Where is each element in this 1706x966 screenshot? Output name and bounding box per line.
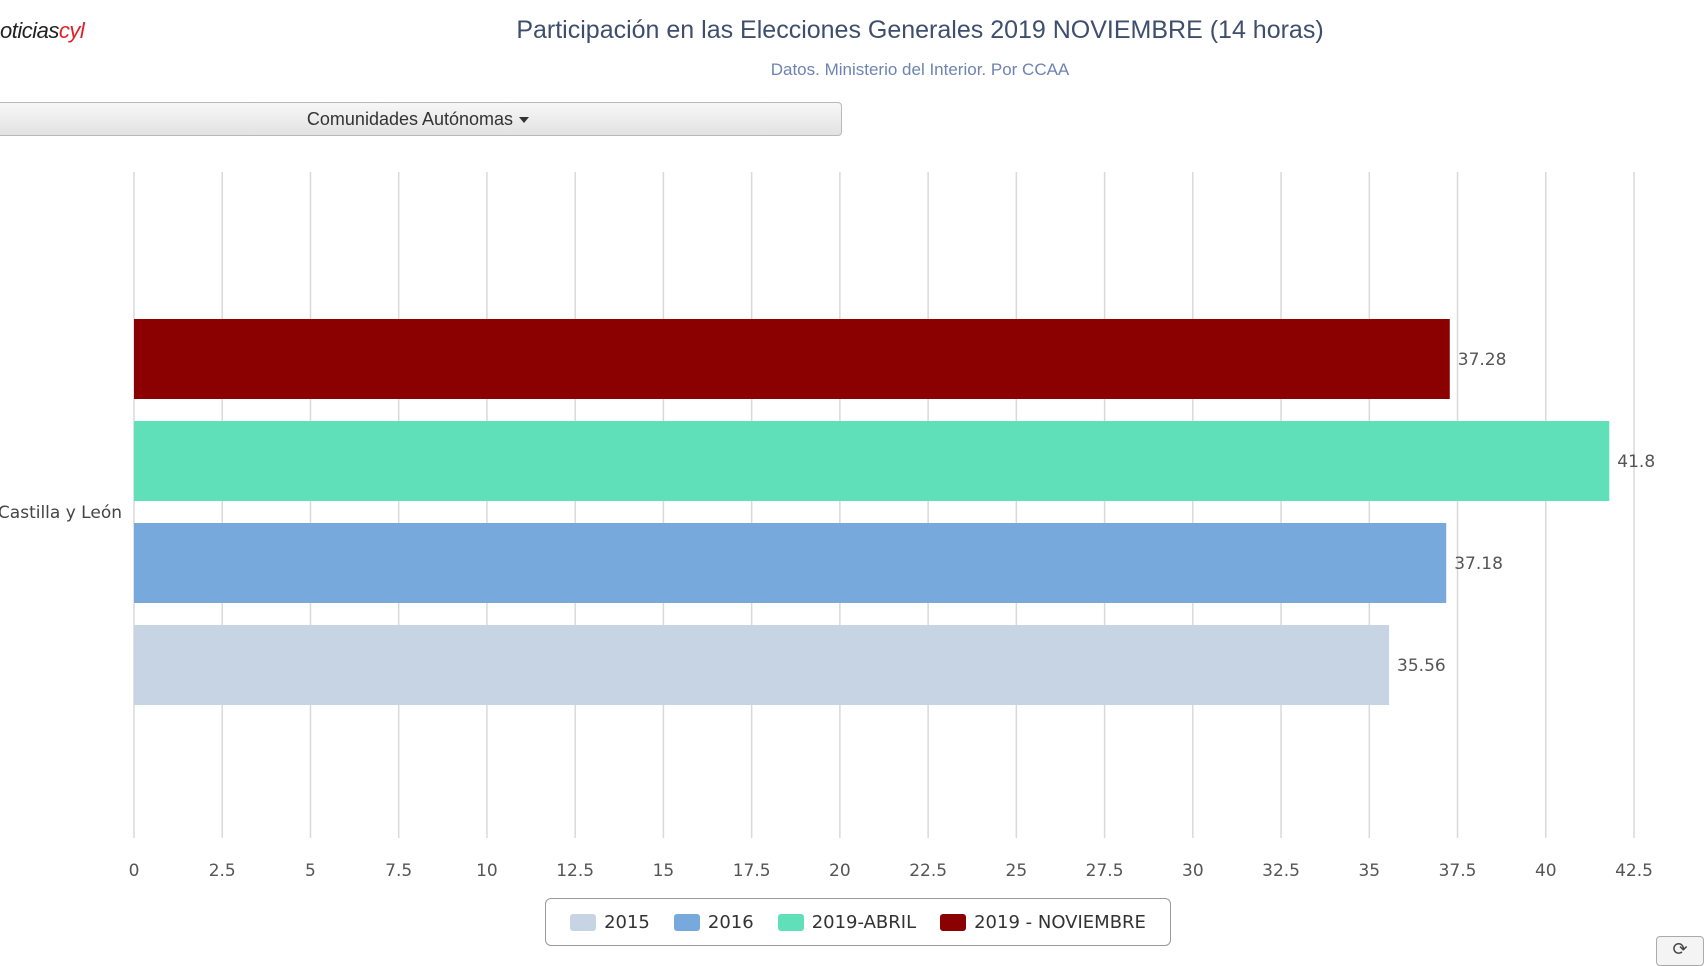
logo-accent: cyl (58, 18, 85, 43)
x-tick-label-15: 37.5 (1439, 861, 1477, 881)
x-tick-label-13: 32.5 (1262, 861, 1300, 881)
x-tick-label-2: 5 (305, 861, 316, 881)
caret-down-icon (519, 117, 530, 124)
logo-prefix: oticias (0, 18, 59, 43)
x-tick-label-9: 22.5 (909, 861, 947, 881)
legend-swatch (673, 913, 700, 931)
legend-item-2[interactable]: 2019-ABRIL (777, 911, 917, 933)
legend-item-3[interactable]: 2019 - NOVIEMBRE (940, 912, 1146, 933)
legend-swatch (777, 913, 804, 931)
bar-series-0 (134, 625, 1390, 705)
legend-label: 2015 (604, 911, 650, 933)
site-logo: oticiascyl (0, 18, 85, 44)
x-tick-label-11: 27.5 (1086, 861, 1124, 881)
legend-swatch (940, 913, 967, 931)
x-tick-label-7: 17.5 (733, 861, 771, 881)
legend-item-1[interactable]: 2016 (673, 911, 754, 933)
x-tick-label-12: 30 (1182, 861, 1204, 881)
category-label-0: Castilla y León (0, 503, 122, 523)
legend-label: 2016 (707, 911, 754, 933)
x-tick-label-6: 15 (653, 861, 675, 881)
x-tick-label-14: 35 (1358, 861, 1380, 881)
x-tick-label-17: 42.5 (1615, 861, 1653, 881)
legend-item-0[interactable]: 2015 (570, 912, 650, 933)
chart-title: Participación en las Elecciones Generale… (516, 16, 1324, 44)
bar-series-1 (134, 523, 1447, 603)
x-tick-label-1: 2.5 (209, 861, 236, 881)
legend-swatch (570, 913, 597, 931)
chart-subtitle: Datos. Ministerio del Interior. Por CCAA (770, 60, 1070, 79)
x-tick-label-0: 0 (129, 861, 140, 881)
x-tick-label-10: 25 (1006, 861, 1028, 881)
data-label-series-0: 35.56 (1397, 656, 1446, 676)
x-tick-label-4: 10 (476, 861, 498, 881)
dropdown-label: Comunidades Autónomas (306, 109, 514, 129)
legend-label: 2019-ABRIL (811, 911, 917, 933)
x-tick-label-3: 7.5 (385, 861, 412, 881)
data-label-series-3: 37.28 (1458, 350, 1507, 370)
region-dropdown[interactable]: Comunidades Autónomas (0, 102, 842, 136)
refresh-button[interactable]: ⟳ (1656, 936, 1704, 966)
data-label-series-1: 37.18 (1454, 554, 1503, 574)
refresh-icon: ⟳ (1672, 939, 1688, 959)
data-label-series-2: 41.8 (1617, 452, 1655, 472)
x-tick-label-8: 20 (829, 861, 851, 881)
bar-series-2 (134, 421, 1610, 501)
bar-series-3 (134, 319, 1450, 399)
x-tick-label-5: 12.5 (556, 861, 594, 881)
chart-legend: 2015 2016 2019-ABRIL 2019 - NOVIEMBRE (545, 898, 1171, 946)
legend-label: 2019 - NOVIEMBRE (974, 911, 1146, 933)
x-tick-label-16: 40 (1535, 861, 1557, 881)
